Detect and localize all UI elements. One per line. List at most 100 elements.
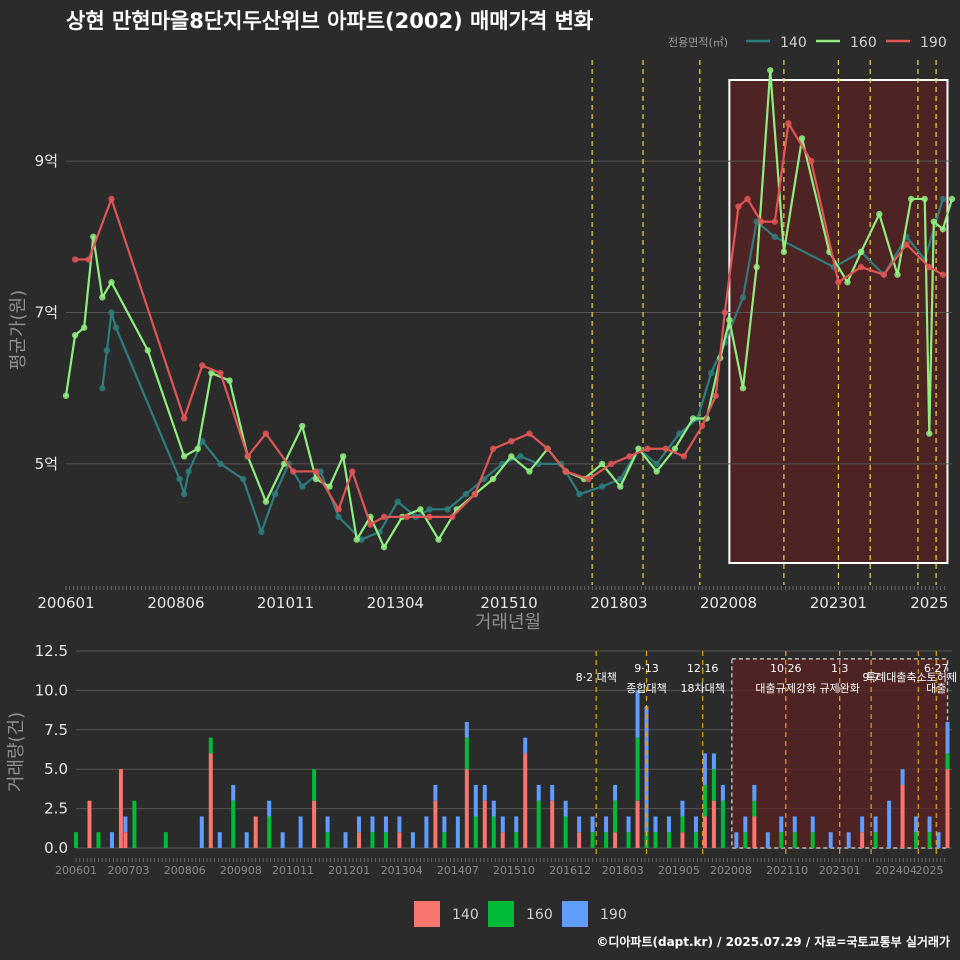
volume-bar-160 — [711, 769, 716, 801]
volume-bar-160 — [635, 737, 640, 801]
volume-bar-140 — [397, 832, 402, 848]
data-point-140 — [335, 513, 342, 521]
volume-bar-140 — [312, 800, 317, 848]
volume-bar-160 — [96, 832, 101, 848]
volume-bar-190 — [109, 832, 114, 848]
x-tick-label: 200601 — [37, 594, 94, 612]
volume-legend: 140 160 190 — [414, 901, 627, 927]
volume-bar-190 — [383, 816, 388, 833]
data-point-160 — [339, 453, 347, 460]
volume-bar-140 — [702, 816, 707, 848]
data-point-140 — [271, 490, 279, 498]
data-point-140 — [112, 324, 120, 331]
volume-x-tick-label: 200601 — [55, 864, 97, 877]
volume-bar-160 — [536, 800, 541, 848]
data-point-160 — [767, 67, 774, 74]
volume-bar-190 — [626, 816, 631, 833]
data-point-190 — [367, 521, 374, 528]
volume-bar-190 — [523, 737, 528, 754]
volume-bar-190 — [860, 816, 865, 833]
volume-bar-190 — [298, 816, 303, 848]
volume-y-tick-label: 0.0 — [44, 839, 68, 857]
data-point-160 — [353, 536, 360, 543]
data-point-140 — [358, 536, 365, 543]
volume-bar-190 — [455, 816, 460, 848]
data-point-140 — [99, 384, 106, 392]
volume-bar-190 — [550, 784, 555, 801]
data-point-160 — [144, 347, 151, 354]
data-point-190 — [926, 263, 933, 271]
policy-name-label: 대출규제강화 — [755, 682, 816, 695]
chart-title: 상현 만현마을8단지두산위브 아파트(2002) 매매가격 변화 — [66, 9, 594, 33]
volume-bar-190 — [357, 816, 362, 833]
volume-bar-140 — [635, 800, 640, 848]
volume-bar-160 — [702, 784, 707, 817]
x-tick-label: 200806 — [147, 594, 204, 612]
volume-bar-140 — [253, 816, 258, 848]
volume-bar-190 — [752, 784, 757, 801]
volume-y-axis-label: 거래량(건) — [6, 712, 27, 792]
data-point-140 — [676, 430, 683, 437]
volume-bar-160 — [132, 800, 137, 848]
legend-label-190: 190 — [920, 35, 947, 51]
data-point-190 — [735, 203, 742, 210]
data-point-140 — [185, 468, 192, 475]
data-point-140 — [771, 233, 778, 241]
volume-bar-190 — [914, 816, 919, 833]
data-point-160 — [689, 415, 697, 422]
volume-bar-140 — [123, 832, 128, 848]
y-tick-label: 7억 — [35, 304, 58, 322]
volume-bar-160 — [653, 832, 658, 848]
data-point-190 — [644, 445, 651, 452]
volume-bar-190 — [491, 800, 496, 817]
volume-bar-160 — [693, 832, 698, 848]
volume-bar-190 — [666, 816, 671, 833]
data-point-190 — [312, 468, 320, 475]
data-point-140 — [707, 369, 715, 377]
policy-date-label: 10·26 — [770, 662, 802, 675]
data-point-160 — [80, 324, 88, 331]
legend-label-140: 140 — [780, 35, 807, 51]
volume-y-tick-label: 10.0 — [35, 681, 68, 699]
data-point-190 — [544, 445, 551, 452]
volume-bar-190 — [464, 721, 469, 738]
volume-bar-160 — [927, 832, 932, 848]
volume-bar-190 — [945, 721, 950, 754]
data-point-190 — [426, 513, 433, 521]
legend-label-160: 160 — [850, 35, 877, 51]
volume-bar-160 — [810, 832, 815, 848]
data-point-160 — [844, 279, 851, 286]
data-point-160 — [798, 135, 806, 142]
series-line-140 — [101, 198, 944, 541]
data-point-160 — [930, 218, 938, 225]
data-point-140 — [240, 475, 247, 483]
data-point-140 — [617, 475, 624, 483]
data-point-190 — [244, 453, 251, 460]
data-point-160 — [907, 195, 915, 203]
x-tick-label: 201510 — [480, 594, 537, 612]
data-point-160 — [653, 468, 660, 475]
x-tick-label: 201803 — [590, 594, 647, 612]
volume-y-tick-label: 2.5 — [44, 800, 68, 818]
volume-bar-160 — [312, 769, 317, 801]
data-point-160 — [753, 263, 760, 271]
data-point-190 — [489, 445, 497, 452]
volume-x-tick-label: 201803 — [602, 864, 644, 877]
volume-bar-140 — [577, 832, 582, 848]
volume-bar-190 — [900, 769, 905, 785]
data-point-160 — [671, 445, 679, 452]
data-point-160 — [739, 384, 747, 392]
volume-bar-190 — [397, 816, 402, 833]
volume-bar-190 — [936, 832, 941, 848]
volume-bar-160 — [914, 832, 919, 848]
volume-bar-140 — [945, 769, 950, 848]
volume-x-tick-label: 200806 — [164, 864, 206, 877]
data-point-140 — [217, 460, 224, 468]
data-point-160 — [326, 483, 333, 490]
y-axis-label: 평균가(원) — [8, 290, 29, 370]
volume-x-tick-label: 201011 — [272, 864, 314, 877]
data-point-160 — [617, 483, 624, 490]
volume-bar-190 — [828, 832, 833, 848]
x-tick-label: 202008 — [700, 594, 757, 612]
data-point-140 — [317, 468, 324, 475]
